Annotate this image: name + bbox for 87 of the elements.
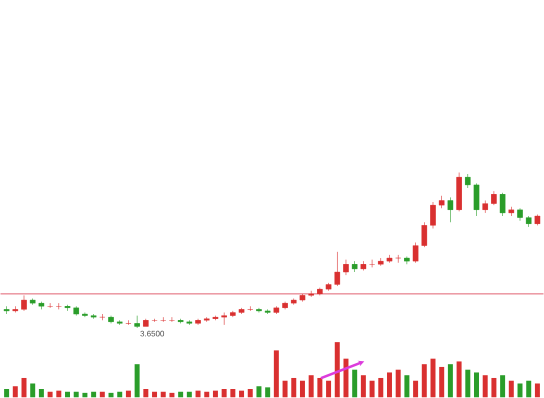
bar bbox=[300, 380, 305, 398]
candlestick bbox=[464, 174, 471, 188]
candlestick bbox=[169, 316, 175, 322]
candlestick bbox=[430, 202, 436, 229]
candlestick bbox=[438, 195, 445, 208]
bar bbox=[404, 375, 410, 398]
bar bbox=[370, 380, 375, 398]
bar bbox=[12, 386, 18, 398]
bar bbox=[291, 378, 296, 398]
candlestick bbox=[421, 222, 428, 248]
bar bbox=[256, 386, 262, 398]
bar bbox=[360, 375, 366, 398]
bar bbox=[222, 388, 227, 398]
bar bbox=[508, 380, 514, 398]
candlestick bbox=[482, 200, 488, 214]
bar bbox=[152, 392, 158, 398]
bar bbox=[518, 383, 523, 398]
bar bbox=[91, 392, 96, 398]
candlestick bbox=[500, 192, 506, 216]
bar bbox=[82, 392, 88, 398]
bar bbox=[48, 392, 53, 398]
bar bbox=[108, 392, 114, 398]
candlestick bbox=[491, 190, 497, 206]
bar bbox=[134, 364, 140, 398]
bar bbox=[204, 392, 210, 398]
candlestick bbox=[134, 315, 140, 328]
bar bbox=[282, 380, 288, 398]
bar bbox=[456, 361, 462, 398]
candlestick bbox=[334, 251, 340, 286]
bar bbox=[413, 380, 418, 398]
candlestick bbox=[534, 214, 540, 226]
bar bbox=[169, 392, 174, 398]
bar bbox=[526, 380, 532, 398]
candlestick bbox=[21, 294, 27, 312]
bar bbox=[352, 370, 358, 398]
candlestick bbox=[352, 260, 358, 272]
bar bbox=[30, 383, 36, 398]
bar bbox=[74, 392, 79, 398]
candlestick bbox=[526, 216, 532, 228]
bar bbox=[465, 370, 470, 398]
bar bbox=[178, 392, 184, 398]
bar bbox=[386, 372, 392, 398]
bar bbox=[439, 366, 444, 398]
bar bbox=[378, 378, 384, 398]
bar bbox=[265, 387, 270, 398]
bar bbox=[448, 364, 453, 398]
bar bbox=[343, 358, 348, 398]
bar bbox=[482, 375, 488, 398]
candlestick bbox=[343, 259, 349, 276]
bar bbox=[230, 388, 236, 398]
bar bbox=[100, 392, 105, 398]
candlestick bbox=[412, 242, 418, 263]
bar bbox=[317, 378, 322, 398]
bar bbox=[186, 392, 192, 398]
bar bbox=[22, 378, 26, 398]
bar bbox=[248, 388, 253, 398]
bar bbox=[474, 372, 479, 398]
bar bbox=[534, 383, 540, 398]
bar bbox=[117, 392, 122, 398]
candlestick bbox=[360, 260, 366, 271]
bar bbox=[491, 378, 496, 398]
bar bbox=[143, 388, 148, 398]
bar bbox=[126, 390, 131, 398]
candlestick bbox=[64, 304, 70, 312]
bar bbox=[212, 390, 218, 398]
bar bbox=[274, 350, 279, 398]
bar bbox=[396, 370, 401, 398]
bar bbox=[38, 388, 44, 398]
bar bbox=[326, 380, 332, 398]
bar bbox=[160, 392, 166, 398]
bar bbox=[239, 390, 244, 398]
candlestick bbox=[73, 306, 80, 316]
bar bbox=[308, 375, 314, 398]
candlestick bbox=[152, 318, 158, 322]
bar bbox=[422, 364, 427, 398]
candlestick bbox=[448, 196, 454, 222]
candlestick bbox=[221, 312, 227, 326]
bar bbox=[196, 390, 201, 398]
bar bbox=[334, 342, 340, 398]
bar bbox=[500, 375, 506, 398]
bar bbox=[65, 392, 70, 398]
candlestick bbox=[508, 206, 514, 216]
candlestick bbox=[517, 208, 523, 221]
candlestick bbox=[212, 315, 218, 320]
bar bbox=[56, 390, 62, 398]
bar bbox=[4, 388, 10, 398]
bar bbox=[430, 358, 436, 398]
